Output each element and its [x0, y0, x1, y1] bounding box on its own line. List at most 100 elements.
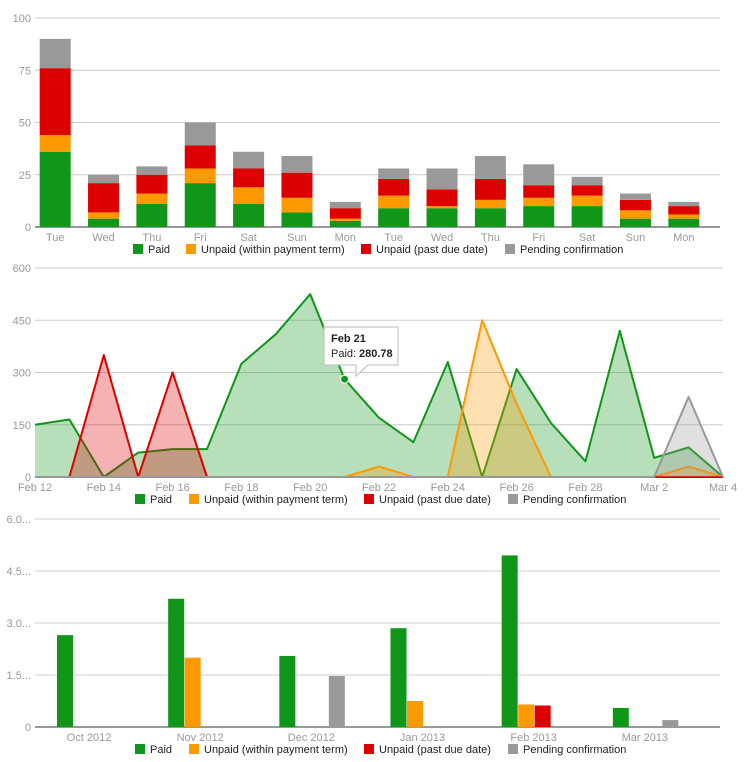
- legend-label-1: Unpaid (within payment term): [204, 494, 348, 506]
- bar-segment: [136, 166, 168, 175]
- bar-segment: [136, 204, 168, 227]
- bar-segment: [619, 193, 651, 200]
- bar: [407, 701, 423, 727]
- bar-segment: [329, 208, 361, 219]
- x-tick-label: Sat: [579, 232, 596, 244]
- legend-swatch: [508, 744, 518, 754]
- x-tick-label: Fri: [194, 232, 207, 244]
- legend-label-2: Unpaid (past due date): [379, 744, 491, 756]
- bar-segment: [668, 206, 700, 215]
- bar-segment: [619, 218, 651, 227]
- x-tick-label: Feb 24: [431, 482, 465, 494]
- bar-segment: [233, 151, 265, 169]
- x-tick-label: Feb 22: [362, 482, 396, 494]
- legend-swatch: [508, 494, 518, 504]
- legend-swatch: [189, 494, 199, 504]
- y-tick-label: 1.5...: [7, 670, 31, 682]
- bar-segment: [39, 38, 71, 69]
- bar-segment: [378, 178, 410, 196]
- bar-segment: [619, 210, 651, 219]
- x-tick-label: Mar 4: [709, 482, 737, 494]
- y-tick-label: 0: [25, 472, 31, 484]
- tooltip-value: 280.78: [359, 348, 393, 360]
- x-tick-label: Mar 2013: [622, 732, 668, 744]
- legend-swatch: [505, 244, 515, 254]
- series-line-0: [34, 293, 724, 478]
- bar-segment: [571, 176, 603, 186]
- bar-segment: [233, 187, 265, 205]
- y-tick-label: 50: [19, 118, 31, 130]
- legend-swatch: [135, 744, 145, 754]
- bar-segment: [426, 206, 458, 209]
- legend-swatch: [361, 244, 371, 254]
- x-tick-label: Wed: [92, 232, 114, 244]
- legend-swatch: [186, 244, 196, 254]
- bar: [390, 628, 407, 727]
- x-tick-label: Nov 2012: [177, 732, 224, 744]
- x-tick-label: Thu: [142, 232, 161, 244]
- legend-label-2: Unpaid (past due date): [379, 494, 491, 506]
- legend-label-0: Paid: [148, 244, 170, 256]
- x-tick-label: Tue: [384, 232, 403, 244]
- bar-segment: [329, 218, 361, 221]
- bar: [534, 705, 551, 727]
- legend-label-3: Pending confirmation: [520, 244, 623, 256]
- bar-segment: [668, 214, 700, 219]
- tooltip-title: Feb 21: [331, 333, 366, 345]
- x-tick-label: Mon: [335, 232, 356, 244]
- legend-label-3: Pending confirmation: [523, 744, 626, 756]
- bar-segment: [88, 174, 120, 184]
- y-tick-label: 100: [13, 13, 31, 25]
- bar-segment: [88, 183, 120, 213]
- bar-segment: [281, 155, 313, 173]
- bar-segment: [281, 197, 313, 213]
- x-tick-label: Feb 16: [155, 482, 189, 494]
- highlighted-point: [340, 374, 350, 384]
- bar-segment: [184, 145, 216, 169]
- bar-segment: [571, 195, 603, 207]
- bar-segment: [281, 172, 313, 198]
- bar: [279, 655, 296, 727]
- bar-segment: [474, 155, 506, 179]
- bar-segment: [619, 199, 651, 211]
- bar-segment: [39, 151, 71, 227]
- x-tick-label: Wed: [431, 232, 453, 244]
- bar-segment: [378, 195, 410, 209]
- bar-segment: [426, 208, 458, 227]
- x-tick-label: Feb 20: [293, 482, 327, 494]
- legend-swatch: [364, 494, 374, 504]
- legend-label-1: Unpaid (within payment term): [201, 244, 345, 256]
- bar-segment: [233, 204, 265, 227]
- x-tick-label: Sat: [240, 232, 257, 244]
- x-tick-label: Feb 2013: [510, 732, 556, 744]
- legend-swatch: [364, 744, 374, 754]
- legend-label-1: Unpaid (within payment term): [204, 744, 348, 756]
- bar-segment: [88, 218, 120, 227]
- tooltip-box: [323, 326, 399, 378]
- bar-segment: [668, 201, 700, 207]
- x-tick-label: Tue: [46, 232, 65, 244]
- bar-segment: [668, 218, 700, 227]
- x-tick-label: Feb 14: [87, 482, 121, 494]
- y-tick-label: 4.5...: [7, 566, 31, 578]
- legend-swatch: [135, 494, 145, 504]
- bar: [501, 555, 518, 727]
- area-fill-series-0: [35, 294, 723, 477]
- x-tick-label: Dec 2012: [288, 732, 335, 744]
- bar: [612, 707, 629, 727]
- x-tick-label: Feb 12: [18, 482, 52, 494]
- legend-label-0: Paid: [150, 744, 172, 756]
- x-tick-label: Feb 26: [499, 482, 533, 494]
- bar-segment: [136, 193, 168, 205]
- legend-swatch: [133, 244, 143, 254]
- x-tick-label: Mar 2: [640, 482, 668, 494]
- bar-segment: [39, 135, 71, 152]
- bar-segment: [523, 206, 555, 227]
- tooltip: Feb 21 Paid: 280.78: [323, 326, 399, 378]
- x-tick-label: Feb 18: [224, 482, 258, 494]
- bar-segment: [88, 212, 120, 219]
- bar-segment: [329, 220, 361, 227]
- legend-label-0: Paid: [150, 494, 172, 506]
- legend-label-2: Unpaid (past due date): [376, 244, 488, 256]
